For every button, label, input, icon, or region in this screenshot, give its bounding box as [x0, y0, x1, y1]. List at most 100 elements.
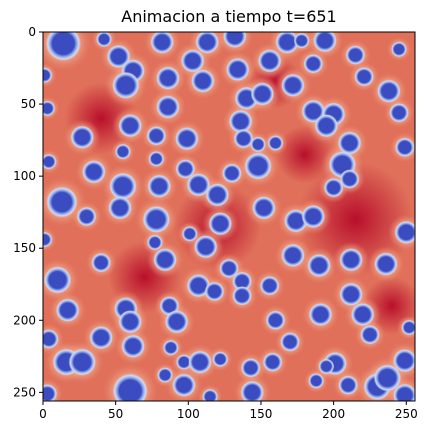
blob — [112, 373, 148, 401]
blob — [225, 57, 250, 82]
y-axis: 0 50 100 150 200 250 — [13, 25, 43, 399]
blob — [240, 380, 265, 401]
blob — [195, 32, 219, 54]
y-tick-label: 150 — [13, 241, 36, 255]
blob — [323, 177, 344, 198]
blob — [43, 384, 58, 401]
blob — [43, 231, 53, 248]
blob — [314, 114, 339, 138]
blob — [175, 159, 196, 179]
blob — [250, 82, 275, 106]
blob — [164, 310, 189, 334]
blob — [338, 375, 358, 395]
blob — [43, 329, 59, 349]
x-tick-label: 100 — [177, 407, 200, 421]
blob — [205, 183, 230, 207]
blob — [70, 125, 95, 149]
blob — [181, 226, 198, 242]
blob — [43, 266, 72, 294]
blob — [156, 95, 180, 119]
x-axis: 0 50 100 150 200 250 — [39, 401, 418, 421]
blob — [307, 253, 331, 278]
blob — [96, 32, 112, 47]
blob — [186, 173, 211, 197]
blob — [118, 114, 142, 138]
blob — [106, 44, 131, 69]
blob — [318, 358, 335, 375]
blob — [389, 102, 409, 123]
blob — [82, 160, 106, 184]
blob — [339, 248, 363, 272]
blob — [43, 153, 57, 170]
blob — [337, 131, 362, 155]
blob — [391, 41, 407, 58]
blob — [395, 137, 415, 158]
blob — [401, 319, 415, 336]
blob — [252, 196, 276, 220]
blob — [377, 79, 401, 103]
blob — [222, 163, 242, 183]
x-tick-label: 200 — [322, 407, 345, 421]
blob — [373, 364, 402, 392]
blob — [393, 383, 415, 401]
blob — [233, 128, 254, 149]
blob — [68, 348, 96, 376]
x-tick-label: 150 — [250, 407, 273, 421]
y-tick-label: 200 — [13, 313, 36, 327]
blob — [303, 53, 324, 74]
blob — [191, 69, 215, 93]
blob — [339, 169, 360, 189]
blob — [91, 252, 111, 273]
blob — [176, 354, 192, 370]
blob — [232, 271, 252, 292]
blob — [394, 220, 415, 245]
blob — [240, 358, 261, 378]
blob — [147, 234, 163, 251]
blob — [156, 66, 180, 90]
x-tick-label: 0 — [39, 407, 47, 421]
blob — [43, 67, 53, 84]
blob — [202, 388, 218, 401]
blob — [157, 367, 173, 383]
blob — [109, 172, 137, 200]
blob — [281, 73, 305, 98]
blob — [175, 126, 199, 151]
blob — [354, 66, 374, 87]
y-tick-label: 100 — [13, 169, 36, 183]
plot-frame — [42, 31, 416, 402]
blob — [232, 286, 252, 306]
blob — [147, 174, 172, 198]
blob — [186, 274, 211, 298]
blob — [259, 275, 280, 296]
y-tick-label: 50 — [21, 97, 36, 111]
blob — [308, 302, 333, 327]
y-tick-label: 0 — [28, 25, 36, 39]
blob — [267, 135, 284, 151]
blob — [275, 32, 299, 54]
blob — [146, 126, 167, 146]
blob — [219, 258, 239, 279]
blob — [208, 212, 233, 236]
blob — [148, 151, 165, 167]
blob — [262, 352, 283, 372]
blob — [280, 332, 300, 352]
blob — [250, 136, 266, 153]
blob — [301, 204, 326, 229]
blob — [350, 302, 375, 327]
blob — [150, 32, 174, 54]
blob — [308, 373, 325, 389]
blob — [193, 235, 218, 259]
blob — [244, 152, 272, 180]
blob — [257, 49, 282, 73]
blob — [265, 310, 286, 331]
y-tick-label: 250 — [13, 385, 36, 399]
blob — [45, 32, 81, 62]
blob — [212, 351, 229, 367]
blob — [118, 310, 142, 334]
blob — [163, 339, 179, 356]
blob — [281, 243, 305, 268]
blob — [108, 196, 132, 220]
blob — [89, 325, 113, 350]
blob — [293, 32, 310, 49]
